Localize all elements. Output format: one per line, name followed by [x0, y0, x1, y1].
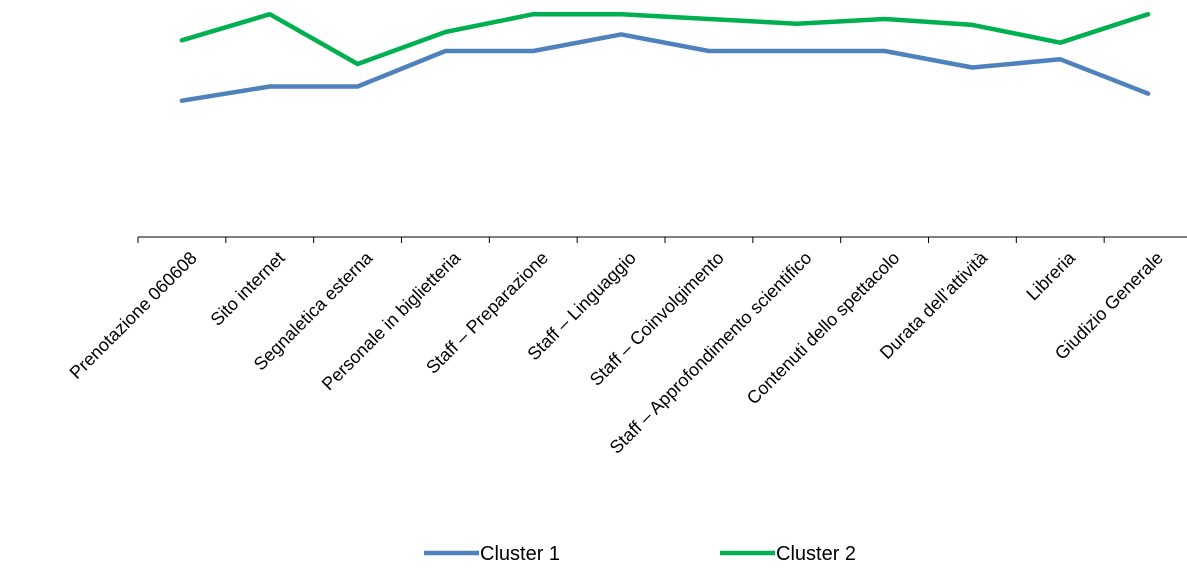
- legend: Cluster 1 Cluster 2: [424, 543, 856, 565]
- x-tick-label: Sito internet: [207, 248, 289, 330]
- x-tick-label: Contenuti dello spettacolo: [743, 248, 904, 409]
- legend-label-cluster-2: Cluster 2: [776, 543, 856, 565]
- x-tick-label: Libreria: [1022, 247, 1079, 304]
- series-lines: [182, 14, 1148, 101]
- series-line-cluster-2: [182, 14, 1148, 64]
- x-axis: [138, 237, 1187, 243]
- legend-label-cluster-1: Cluster 1: [480, 543, 560, 565]
- x-tick-label: Prenotazione 060608: [66, 248, 201, 383]
